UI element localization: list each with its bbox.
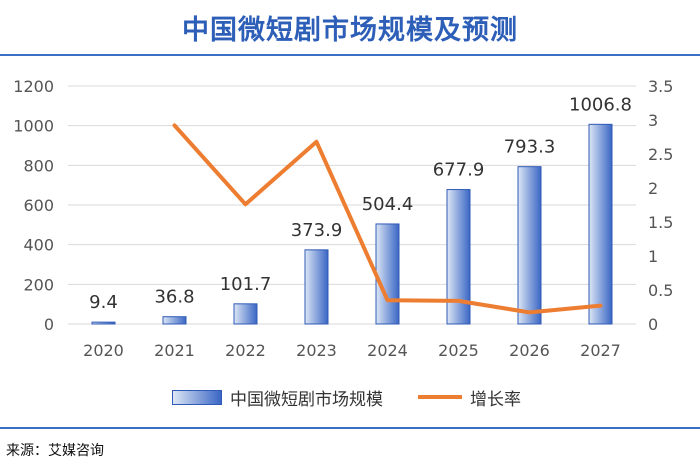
bar	[233, 303, 258, 325]
x-tick-label: 2020	[83, 341, 124, 360]
y-left-tick-label: 400	[23, 236, 54, 255]
y-left-tick-label: 200	[23, 275, 54, 294]
bar-value-label: 36.8	[154, 287, 194, 308]
bar	[446, 189, 471, 325]
y-left-tick-label: 0	[44, 315, 54, 334]
bar	[588, 123, 613, 325]
x-tick-label: 2025	[438, 341, 479, 360]
bar	[304, 249, 329, 325]
bar-value-label: 101.7	[220, 274, 272, 295]
y-right-tick-label: 3.5	[648, 77, 673, 96]
y-left-tick-label: 1200	[13, 77, 54, 96]
bar-value-label: 373.9	[291, 220, 343, 241]
chart-title: 中国微短剧市场规模及预测	[182, 15, 518, 46]
chart-plot: 0 200 400 600 800 1000 1200 0 0.5 1 1.5 2 2.5 3 3.5 202…	[13, 77, 673, 360]
bar-value-label: 9.4	[89, 292, 118, 313]
legend-line-label: 增长率	[470, 389, 521, 410]
footer-divider	[0, 427, 700, 429]
bar-value-label: 504.4	[362, 194, 414, 215]
y-left-tick-label: 800	[23, 156, 54, 175]
y-left-tick-label: 1000	[13, 117, 54, 136]
y-right-tick-label: 2.5	[648, 145, 673, 164]
y-right-tick-label: 0	[648, 315, 658, 334]
y-right-tick-label: 2	[648, 179, 658, 198]
bar-value-label: 1006.8	[569, 94, 632, 115]
bar	[162, 316, 187, 325]
y-right-tick-label: 0.5	[648, 281, 673, 300]
title-divider	[0, 54, 700, 56]
bar	[517, 166, 542, 325]
x-tick-label: 2023	[296, 341, 337, 360]
legend-item-line: 增长率	[418, 384, 521, 410]
x-tick-label: 2021	[154, 341, 195, 360]
legend-line-swatch	[418, 395, 462, 399]
x-tick-label: 2022	[225, 341, 266, 360]
source-note: 来源：艾媒咨询	[6, 443, 104, 459]
x-tick-label: 2027	[580, 341, 621, 360]
y-left-tick-label: 600	[23, 196, 54, 215]
bar-value-label: 677.9	[433, 160, 485, 181]
growth-rate-line	[172, 123, 603, 315]
legend-bar-swatch	[172, 389, 222, 405]
legend: 中国微短剧市场规模 增长率	[0, 384, 700, 410]
legend-bar-label: 中国微短剧市场规模	[230, 389, 383, 410]
bar	[375, 223, 400, 325]
legend-item-bar: 中国微短剧市场规模	[172, 384, 383, 410]
y-right-tick-label: 3	[648, 111, 658, 130]
bar-value-label: 793.3	[504, 137, 556, 158]
bar	[91, 321, 116, 325]
x-tick-label: 2024	[367, 341, 408, 360]
y-right-tick-label: 1	[648, 247, 658, 266]
x-tick-label: 2026	[509, 341, 550, 360]
y-right-tick-label: 1.5	[648, 213, 673, 232]
